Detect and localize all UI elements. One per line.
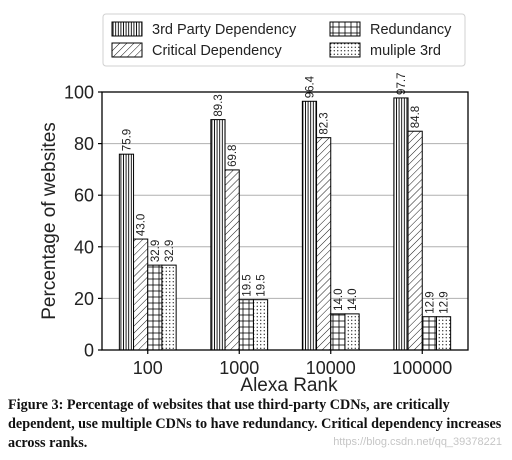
y-tick-label: 20 <box>74 289 94 309</box>
data-label: 19.5 <box>241 274 253 296</box>
x-tick-label: 100000 <box>392 358 452 378</box>
watermark: https://blog.csdn.net/qq_39378221 <box>333 436 502 448</box>
y-tick-label: 100 <box>64 83 94 103</box>
bar-critical-dependency-100000 <box>407 130 423 351</box>
data-label: 43.0 <box>136 214 148 236</box>
legend: 3rd Party Dependency Critical Dependency R… <box>102 13 466 67</box>
data-label: 97.7 <box>396 73 408 95</box>
bar-3rd-party-dependency-10000 <box>301 100 318 351</box>
data-label: 32.9 <box>164 240 176 262</box>
legend-label: Redundancy <box>370 22 452 38</box>
data-label: 75.9 <box>121 129 133 151</box>
legend-swatch <box>329 21 361 37</box>
x-tick-label: 100 <box>133 358 163 378</box>
bar-redundancy-100 <box>147 264 163 351</box>
y-tick-label: 80 <box>74 134 94 154</box>
bar-muliple-3rd-100000 <box>435 316 452 351</box>
bar-3rd-party-dependency-100 <box>118 153 135 351</box>
legend-swatch <box>329 42 361 58</box>
y-axis-ticks: 0 20 40 60 80 100 <box>64 83 102 361</box>
data-label: 96.4 <box>304 75 316 98</box>
data-labels: 75.943.032.9 32.989.369.819.5 19.596.482.3… <box>121 73 450 314</box>
bar-3rd-party-dependency-1000 <box>210 119 226 351</box>
data-label: 14.0 <box>347 288 359 310</box>
bar-muliple-3rd-100 <box>161 264 177 351</box>
x-axis-label: Alexa Rank <box>240 375 338 396</box>
legend-frame <box>102 13 466 67</box>
data-label: 12.9 <box>439 291 451 313</box>
data-label: 84.8 <box>410 106 422 128</box>
data-label: 89.3 <box>213 94 225 116</box>
data-label: 12.9 <box>424 291 436 313</box>
x-axis-ticks: 100 1000 10000 100000 <box>133 350 452 378</box>
data-label: 19.5 <box>256 274 268 296</box>
data-label: 69.8 <box>227 145 239 167</box>
legend-swatch <box>111 21 143 37</box>
x-tick-label: 10000 <box>306 358 356 378</box>
data-label: 14.0 <box>333 288 345 310</box>
bar-3rd-party-dependency-100000 <box>393 97 409 351</box>
bar-critical-dependency-100 <box>133 238 149 351</box>
x-tick-label: 1000 <box>219 358 259 378</box>
plot-frame <box>101 91 469 351</box>
bar-redundancy-10000 <box>330 313 346 351</box>
y-tick-label: 0 <box>84 341 94 361</box>
y-tick-label: 60 <box>74 186 94 206</box>
legend-label: muliple 3rd <box>370 43 441 59</box>
bar-muliple-3rd-1000 <box>252 299 269 351</box>
bar-muliple-3rd-10000 <box>344 313 360 351</box>
bar-redundancy-1000 <box>238 299 254 351</box>
caption-text: Percentage of websites that use third-pa… <box>8 397 502 451</box>
y-tick-label: 40 <box>74 237 94 257</box>
bars <box>118 97 452 351</box>
y-axis-label: Percentage of websites <box>39 122 60 320</box>
bar-critical-dependency-1000 <box>224 169 240 351</box>
legend-swatch <box>111 42 143 58</box>
bar-critical-dependency-10000 <box>316 137 332 351</box>
data-label: 32.9 <box>150 240 162 262</box>
figure-number: Figure 3: <box>8 397 64 413</box>
data-label: 82.3 <box>319 112 331 134</box>
bar-redundancy-100000 <box>421 316 437 351</box>
figure-caption: Figure 3: Percentage of websites that us… <box>8 396 504 453</box>
legend-label: Critical Dependency <box>152 43 283 59</box>
legend-label: 3rd Party Dependency <box>152 22 297 38</box>
bar-chart: 75.943.032.9 32.989.369.819.5 19.596.482.3… <box>39 13 469 396</box>
